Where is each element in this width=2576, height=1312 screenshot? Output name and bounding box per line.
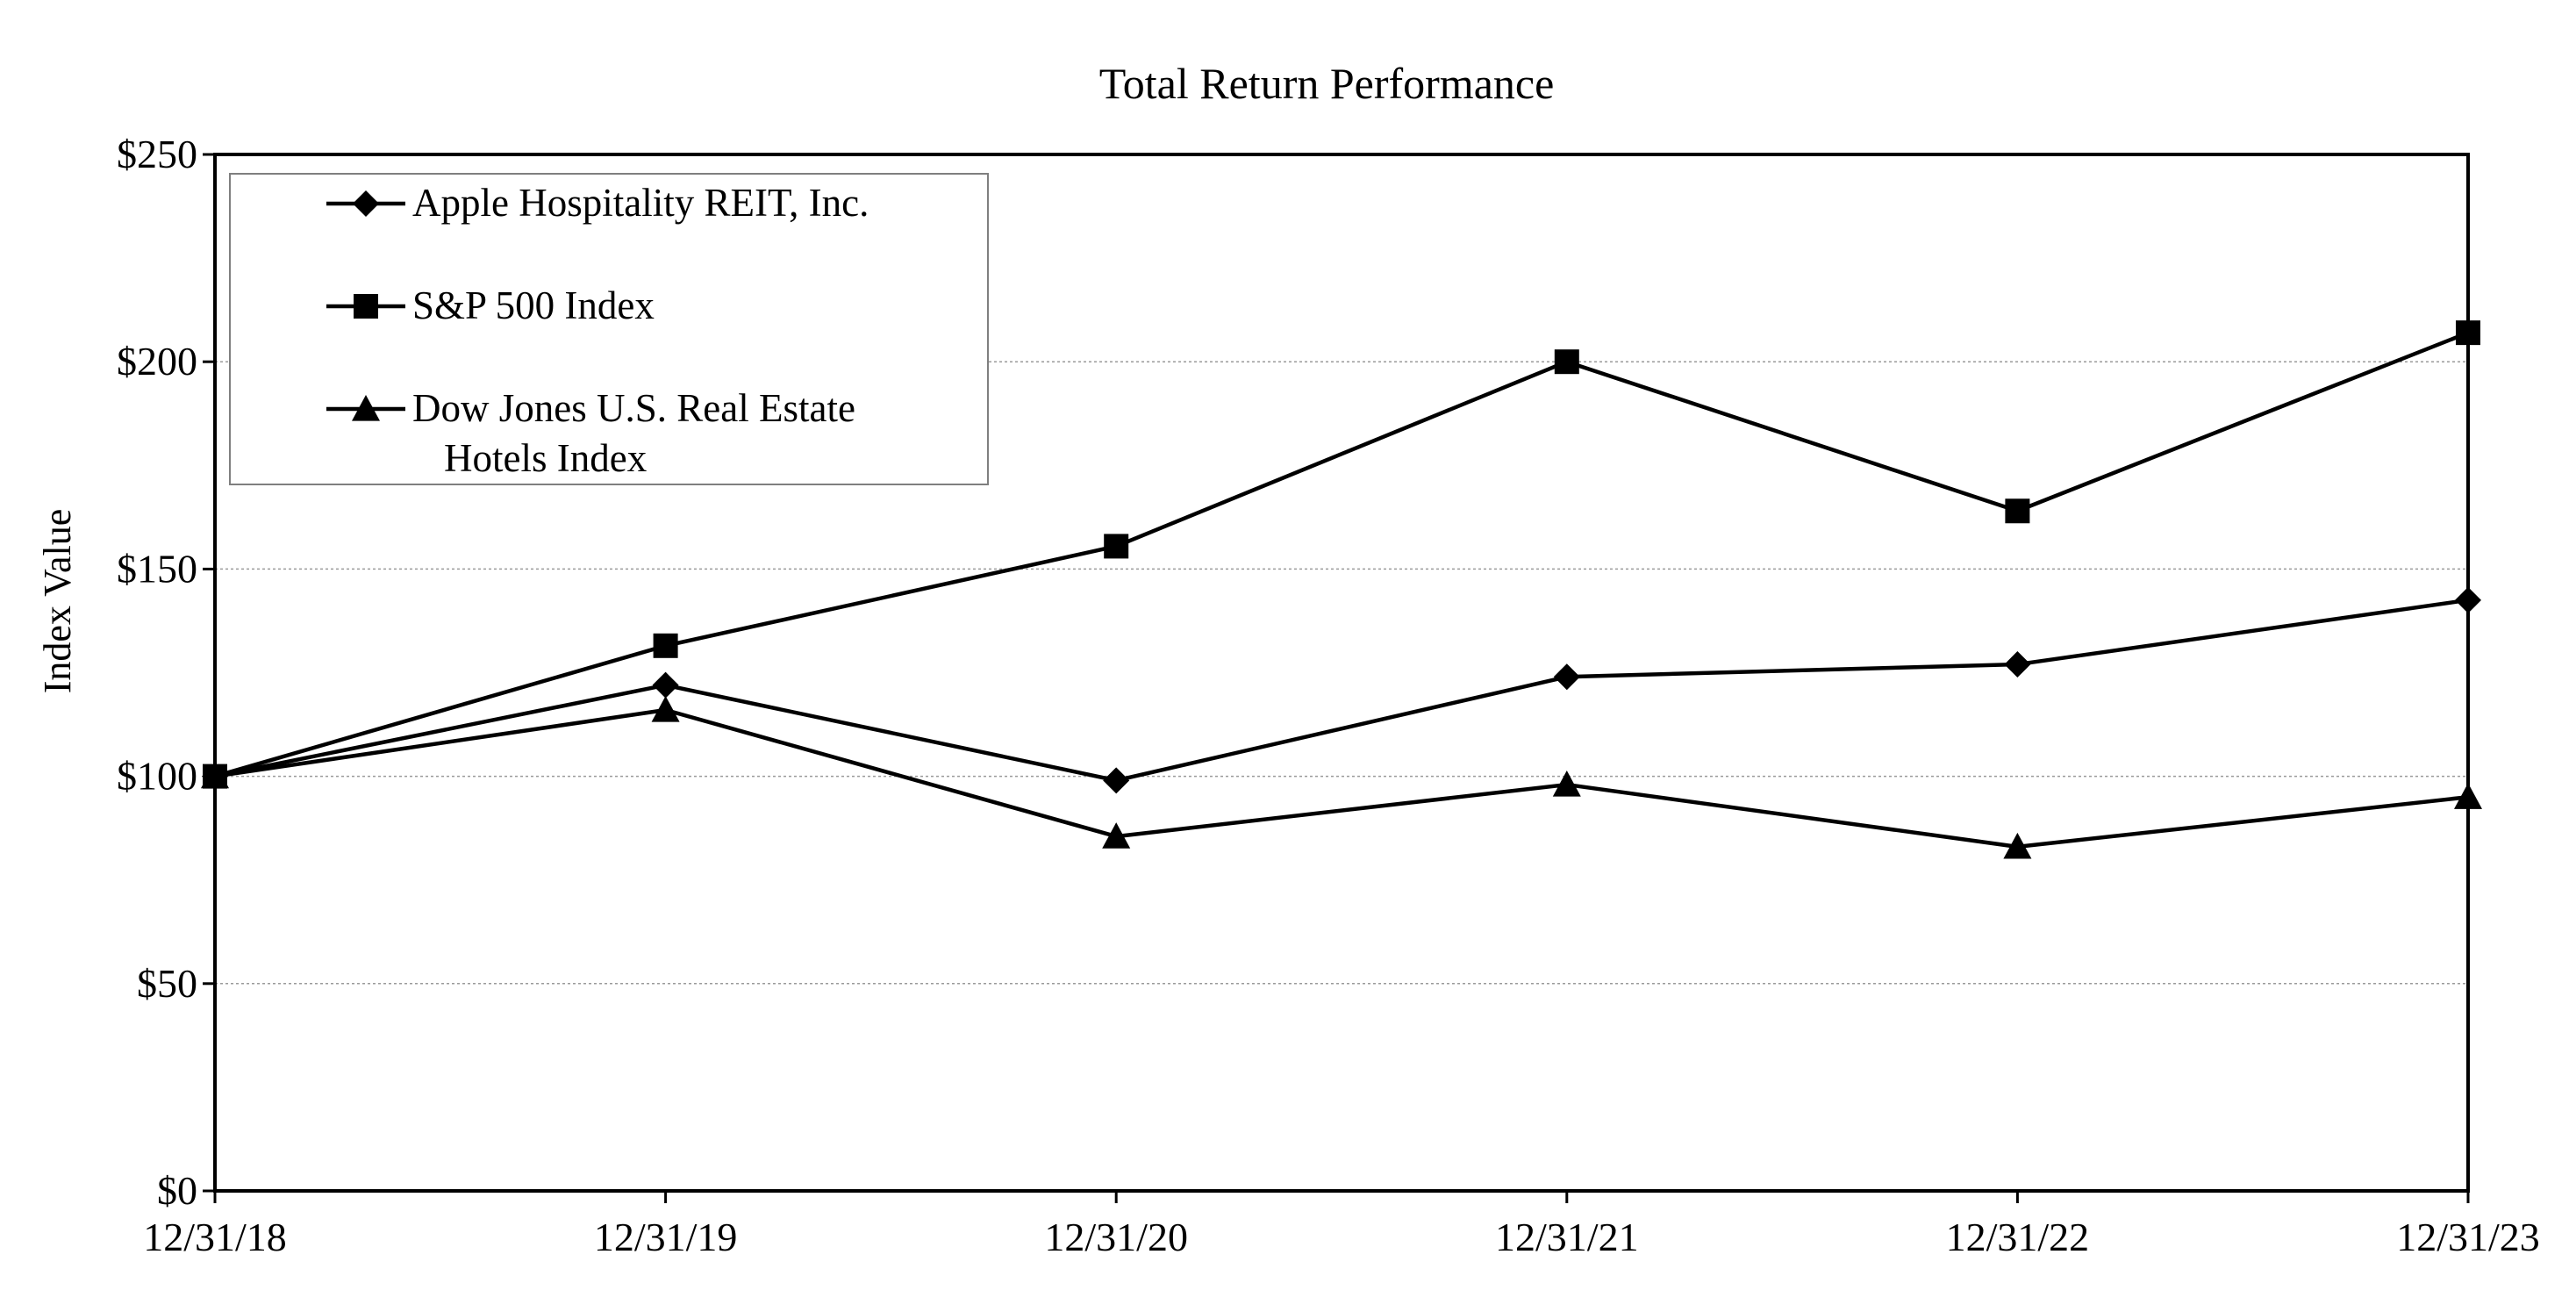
x-tick-label: 12/31/23	[2396, 1215, 2540, 1259]
legend-marker-triangle	[352, 395, 380, 421]
data-point-square	[1104, 534, 1129, 559]
series-diamond	[202, 586, 2481, 794]
legend-label: Hotels Index	[444, 436, 647, 480]
y-tick-label: $150	[117, 546, 197, 591]
data-point-square	[1554, 349, 1579, 375]
x-tick-label: 12/31/19	[594, 1215, 738, 1259]
legend-label: Apple Hospitality REIT, Inc.	[412, 181, 869, 225]
chart-title: Total Return Performance	[1099, 59, 1555, 108]
series-square	[203, 320, 2480, 789]
legend-marker-square	[354, 294, 378, 319]
legend-entry: Dow Jones U.S. Real Estate Hotels Index	[326, 386, 855, 480]
legend-entry: S&P 500 Index	[326, 283, 655, 327]
data-point-square	[2005, 498, 2030, 524]
legend-box	[229, 173, 989, 485]
series-line	[214, 707, 2469, 850]
series-layer	[201, 320, 2482, 859]
x-tick-label: 12/31/18	[143, 1215, 287, 1259]
y-axis-label: Index Value	[36, 509, 79, 694]
series-line	[214, 331, 2469, 778]
data-point-diamond	[652, 671, 679, 699]
y-tick-labels: $0 $50 $100 $150 $200 $250	[117, 132, 197, 1213]
data-point-diamond	[1553, 663, 1580, 691]
legend-entry: Apple Hospitality REIT, Inc.	[326, 181, 869, 225]
series-line	[214, 598, 2469, 783]
y-tick-label: $100	[117, 754, 197, 799]
legend-label: Dow Jones U.S. Real Estate	[412, 386, 855, 430]
data-point-diamond	[1103, 767, 1130, 794]
plot-frame	[213, 153, 2470, 1193]
data-point-square	[653, 633, 678, 658]
data-point-triangle	[651, 696, 680, 722]
legend-label: S&P 500 Index	[412, 283, 655, 327]
data-point-diamond	[2004, 651, 2031, 678]
x-tick-labels: 12/31/18 12/31/19 12/31/20 12/31/21 12/31/22…	[143, 1215, 2540, 1259]
y-tick-label: $0	[157, 1168, 197, 1213]
x-tick-label: 12/31/21	[1495, 1215, 1639, 1259]
data-point-triangle	[1552, 771, 1581, 797]
y-tick-label: $200	[117, 339, 197, 384]
legend-marker-diamond	[353, 190, 379, 217]
x-tick-label: 12/31/20	[1044, 1215, 1188, 1259]
y-tick-label: $250	[117, 132, 197, 176]
series-triangle	[201, 696, 2482, 859]
legend: Apple Hospitality REIT, Inc. S&P 500 Inde…	[229, 173, 989, 485]
data-point-triangle	[2003, 832, 2032, 859]
y-tick-label: $50	[137, 961, 197, 1006]
x-tick-label: 12/31/22	[1946, 1215, 2090, 1259]
data-point-triangle	[1102, 822, 1131, 849]
